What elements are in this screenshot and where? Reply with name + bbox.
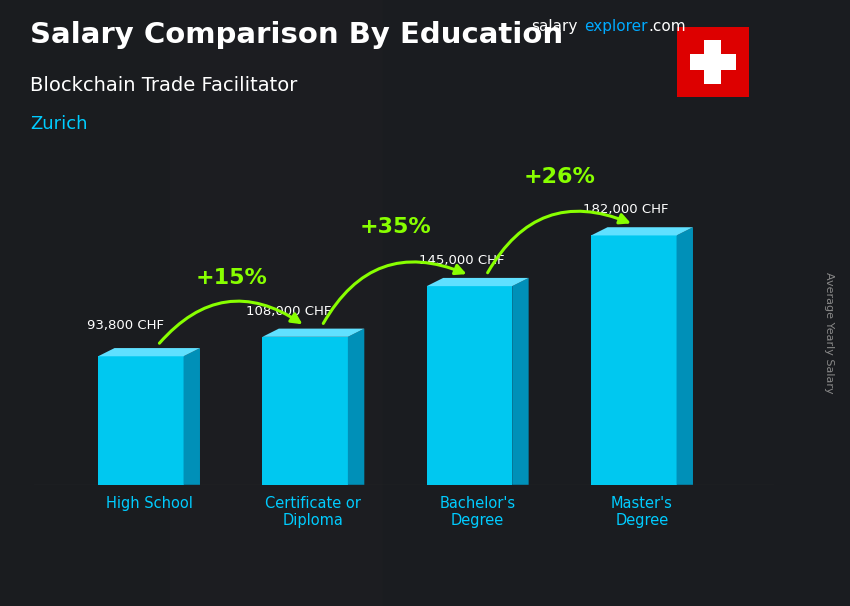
Text: Salary Comparison By Education: Salary Comparison By Education	[30, 21, 563, 49]
Polygon shape	[348, 328, 365, 485]
FancyArrowPatch shape	[323, 262, 463, 324]
Polygon shape	[263, 337, 348, 485]
Text: 182,000 CHF: 182,000 CHF	[583, 203, 668, 216]
Text: 93,800 CHF: 93,800 CHF	[87, 319, 163, 331]
Polygon shape	[591, 236, 677, 485]
Text: .com: .com	[649, 19, 686, 35]
Polygon shape	[427, 286, 513, 485]
Text: +15%: +15%	[196, 268, 267, 288]
Polygon shape	[98, 356, 184, 485]
FancyArrowPatch shape	[160, 301, 300, 343]
Polygon shape	[513, 278, 529, 485]
Text: Average Yearly Salary: Average Yearly Salary	[824, 273, 834, 394]
Polygon shape	[591, 227, 693, 236]
Text: explorer: explorer	[584, 19, 648, 35]
Text: 108,000 CHF: 108,000 CHF	[246, 305, 332, 318]
Bar	[689, 54, 736, 70]
Text: 145,000 CHF: 145,000 CHF	[418, 254, 504, 267]
FancyArrowPatch shape	[488, 211, 628, 273]
Polygon shape	[263, 328, 365, 337]
Polygon shape	[427, 278, 529, 286]
Text: +35%: +35%	[360, 218, 432, 238]
Bar	[704, 40, 722, 84]
Text: Blockchain Trade Facilitator: Blockchain Trade Facilitator	[30, 76, 297, 95]
Text: +26%: +26%	[524, 167, 596, 187]
Polygon shape	[677, 227, 693, 485]
Text: Zurich: Zurich	[30, 115, 88, 133]
Polygon shape	[98, 348, 200, 356]
Text: salary: salary	[531, 19, 578, 35]
Polygon shape	[184, 348, 200, 485]
